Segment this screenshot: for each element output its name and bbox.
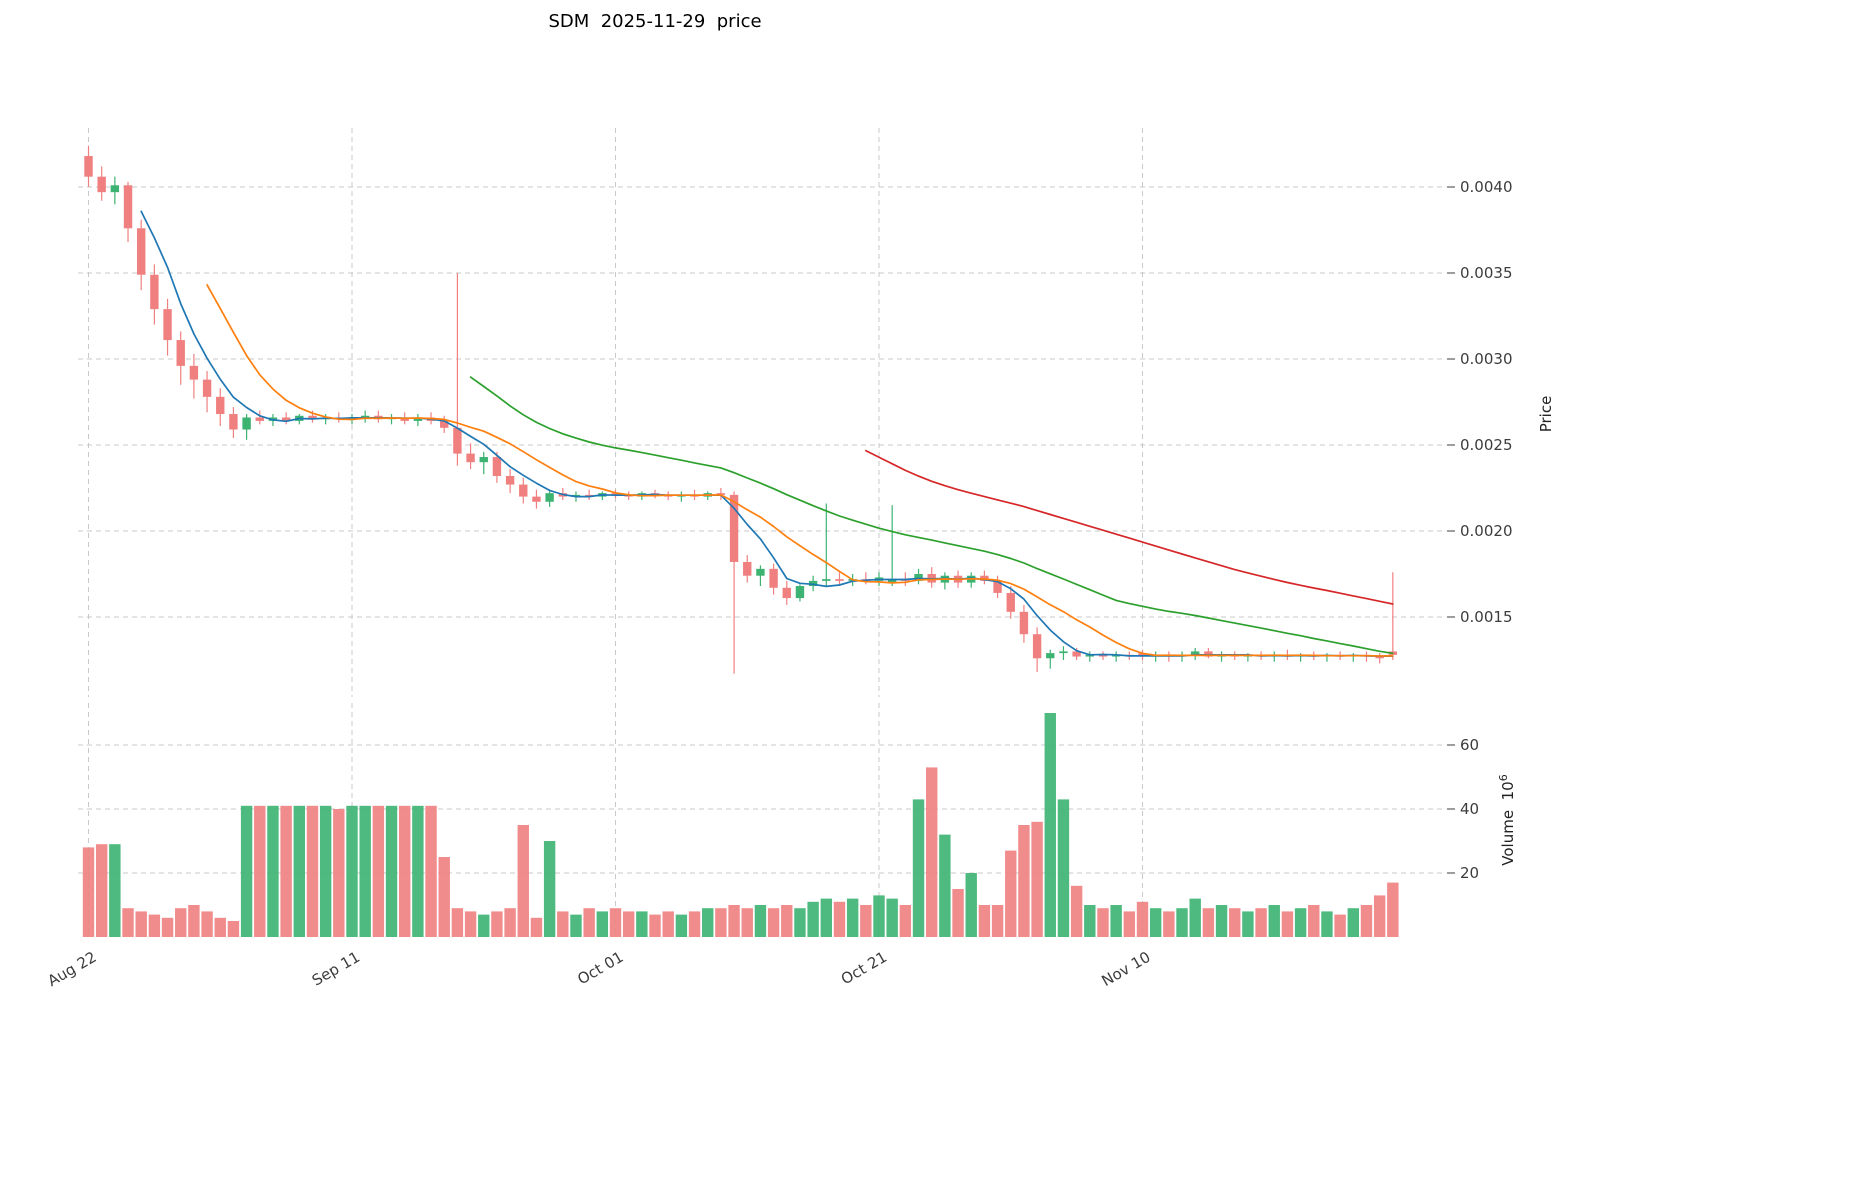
svg-text:Oct 01: Oct 01 [574,948,626,988]
ma-10-line [206,284,1394,657]
svg-text:0.0035: 0.0035 [1460,264,1513,282]
svg-text:Sep 11: Sep 11 [309,948,363,990]
svg-text:0.0020: 0.0020 [1460,522,1513,540]
volume-axis-label: Volume 106 [1497,774,1517,865]
candles [84,145,1398,674]
ma-60-line [864,449,1394,605]
moving-average-lines [140,210,1394,658]
svg-text:Nov 10: Nov 10 [1098,948,1153,990]
svg-text:0.0015: 0.0015 [1460,608,1513,626]
svg-text:Aug 22: Aug 22 [44,948,99,990]
svg-text:60: 60 [1460,736,1479,754]
svg-text:Oct 21: Oct 21 [838,948,890,988]
ma-5-line [140,210,1394,658]
svg-text:0.0040: 0.0040 [1460,178,1513,196]
price-axis-label: Price [1537,396,1555,433]
svg-text:0.0030: 0.0030 [1460,350,1513,368]
svg-text:40: 40 [1460,800,1479,818]
ma-30-line [469,376,1394,655]
svg-text:0.0025: 0.0025 [1460,436,1513,454]
svg-text:20: 20 [1460,864,1479,882]
chart-title: SDM 2025-11-29 price [548,11,762,32]
volume-bars [82,713,1399,937]
gridlines [78,128,1445,937]
